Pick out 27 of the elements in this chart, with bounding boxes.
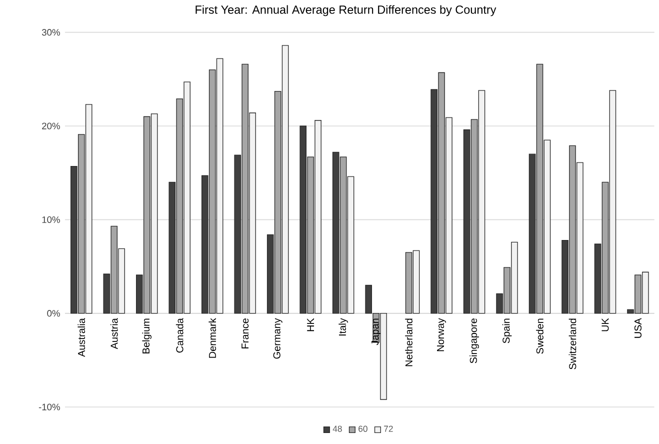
x-tick-label: Switzerland xyxy=(568,318,576,370)
x-tick-label: UK xyxy=(602,318,609,332)
chart-title: First Year: Annual Average Return Differences by Country xyxy=(196,5,496,16)
x-tick-label: Norway xyxy=(437,318,446,352)
y-tick-label: 20% xyxy=(42,122,60,130)
x-tick-label: Spain xyxy=(502,318,512,344)
x-tick-label: Italy xyxy=(338,318,348,336)
x-tick-label: Belgium xyxy=(142,318,152,354)
x-tick-label: Canada xyxy=(176,318,184,353)
y-tick-label: 30% xyxy=(42,29,60,36)
x-tick-label: France xyxy=(242,318,249,348)
legend-label: 48 xyxy=(332,426,342,432)
x-tick-label: Denmark xyxy=(208,318,216,358)
y-tick-label: -10% xyxy=(38,404,60,410)
y-tick-label: 10% xyxy=(42,216,60,223)
x-tick-label: USA xyxy=(634,318,642,338)
x-tick-label: Australia xyxy=(78,318,86,357)
x-tick-label: Sweden xyxy=(536,318,544,354)
legend-label: 60 xyxy=(358,426,368,432)
x-tick-label: Netherland xyxy=(405,318,412,366)
x-tick-label: HK xyxy=(307,318,314,332)
y-tick-label: 0% xyxy=(47,310,60,317)
x-tick-label: Austria xyxy=(110,318,118,350)
x-tick-label: Japan xyxy=(372,318,381,346)
legend-label: 72 xyxy=(384,426,393,432)
x-tick-label: Singapore xyxy=(470,318,479,364)
x-tick-label: Germany xyxy=(273,318,282,359)
